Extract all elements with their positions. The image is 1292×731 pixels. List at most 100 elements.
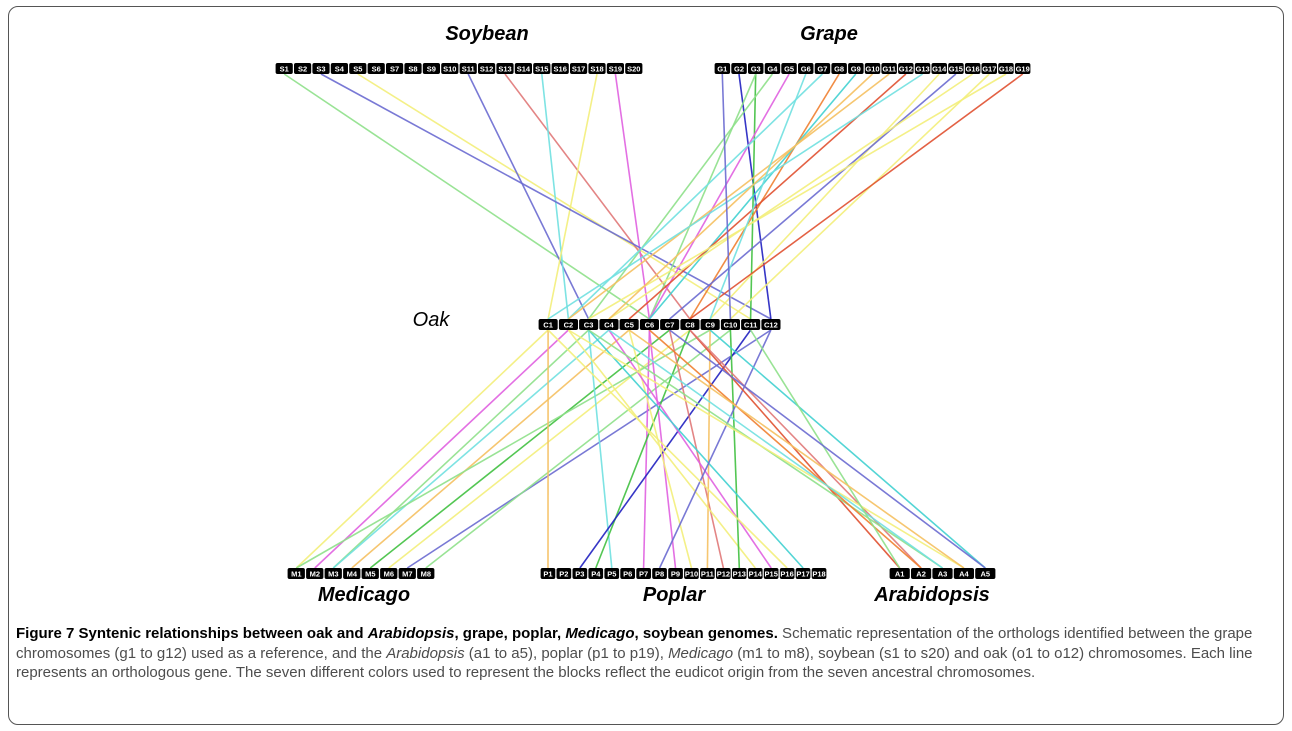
chromosome-box (572, 568, 588, 579)
chromosome-label: S6 (372, 65, 381, 74)
ortholog-link-g18-c3 (588, 73, 1007, 320)
chromosome-s18: S18 (588, 63, 606, 74)
caption-body: Schematic representation of the ortholog… (16, 625, 1253, 681)
chromosome-s3: S3 (312, 63, 330, 74)
chromosome-s2: S2 (294, 63, 312, 74)
chromosome-label: C12 (764, 321, 778, 330)
chromosome-p15: P15 (763, 568, 779, 579)
chromosome-label: G15 (949, 65, 963, 74)
ortholog-link-c4-m3 (332, 329, 610, 569)
ortholog-link-c2-p14 (567, 329, 756, 569)
chromosome-rows: S1 S2 S3 S4 S5 S6 S7 S8 S9 S10 S11 S12 S13 S14 S15 S16 S… (275, 63, 1031, 579)
caption-heading: Figure 7 Syntenic relationships between … (16, 625, 778, 642)
chromosome-label: S10 (443, 65, 456, 74)
chromosome-label: M8 (421, 570, 431, 579)
chromosome-c1: C1 (538, 319, 558, 330)
ortholog-link-c3-p5 (587, 329, 613, 569)
chromosome-label: P10 (685, 570, 698, 579)
chromosome-m2: M2 (306, 568, 324, 579)
chromosome-s12: S12 (478, 63, 496, 74)
chromosome-label: P13 (733, 570, 746, 579)
chromosome-p5: P5 (604, 568, 620, 579)
ortholog-link-s5-c11 (357, 73, 752, 320)
chromosome-p16: P16 (779, 568, 795, 579)
chromosome-p3: P3 (572, 568, 588, 579)
chromosome-box (889, 568, 910, 579)
chromosome-label: C10 (724, 321, 738, 330)
chromosome-m5: M5 (361, 568, 379, 579)
chromosome-label: S7 (390, 65, 399, 74)
chromosome-box (716, 568, 731, 579)
ortholog-link-c9-m1 (295, 329, 711, 569)
chromosome-box (361, 568, 379, 579)
chromosome-p17: P17 (795, 568, 811, 579)
chromosome-p2: P2 (556, 568, 572, 579)
chromosome-label: G17 (982, 65, 996, 74)
chromosome-label: G18 (999, 65, 1013, 74)
chromosome-label: S19 (609, 65, 622, 74)
chromosome-label: G14 (932, 65, 947, 74)
chromosome-label: M1 (291, 570, 301, 579)
chromosome-a4: A4 (953, 568, 974, 579)
chromosome-label: S20 (627, 65, 640, 74)
ortholog-link-g15-c7 (669, 73, 957, 320)
chromosome-box (881, 63, 897, 74)
chromosome-s8: S8 (404, 63, 422, 74)
chromosome-label: C7 (665, 321, 675, 330)
chromosome-box (652, 568, 667, 579)
chromosome-label: C5 (624, 321, 634, 330)
chromosome-p8: P8 (652, 568, 667, 579)
chromosome-s10: S10 (441, 63, 459, 74)
chromosome-box (831, 63, 847, 74)
chromosome-g10: G10 (864, 63, 881, 74)
chromosome-box (367, 63, 385, 74)
chromosome-s6: S6 (367, 63, 385, 74)
ortholog-link-g13-c1 (547, 73, 924, 320)
chromosome-m6: M6 (380, 568, 398, 579)
chromosome-box (814, 63, 831, 74)
chromosome-label: P17 (796, 570, 809, 579)
chromosome-label: S13 (498, 65, 511, 74)
figure-frame (8, 6, 1284, 725)
chromosome-label: C8 (685, 321, 695, 330)
chromosome-g8: G8 (831, 63, 847, 74)
chromosome-s4: S4 (330, 63, 348, 74)
chromosome-box (398, 568, 416, 579)
chromosome-label: S2 (298, 65, 307, 74)
chromosome-p10: P10 (684, 568, 699, 579)
chromosome-box (324, 568, 342, 579)
chromosome-box (731, 63, 747, 74)
chromosome-s13: S13 (496, 63, 514, 74)
chromosome-label: G13 (916, 65, 930, 74)
chromosome-c5: C5 (619, 319, 639, 330)
chromosome-box (964, 63, 981, 74)
ortholog-link-s1-c6 (283, 73, 650, 320)
chromosome-box (639, 319, 659, 330)
chromosome-label: P6 (623, 570, 632, 579)
chromosome-label: G3 (751, 65, 761, 74)
chromosome-label: P5 (607, 570, 616, 579)
chromosome-g15: G15 (948, 63, 964, 74)
chromosome-box (700, 568, 715, 579)
chromosome-s17: S17 (570, 63, 588, 74)
chromosome-box (741, 319, 761, 330)
chromosome-label: S12 (480, 65, 493, 74)
ortholog-link-s11-c3 (467, 73, 590, 320)
ortholog-link-c7-a5 (669, 329, 986, 569)
arabidopsis-title: Arabidopsis (873, 584, 990, 606)
figure-caption: Figure 7 Syntenic relationships between … (16, 624, 1278, 683)
chromosome-box (795, 568, 811, 579)
chromosome-label: S8 (408, 65, 417, 74)
chromosome-c2: C2 (558, 319, 578, 330)
chromosome-label: A5 (981, 570, 991, 579)
ortholog-link-g4-c3 (587, 73, 774, 320)
chromosome-box (570, 63, 588, 74)
ortholog-link-c6-a2 (648, 329, 922, 569)
chromosome-s1: S1 (275, 63, 293, 74)
chromosome-box (684, 568, 699, 579)
chromosome-box (514, 63, 532, 74)
chromosome-c7: C7 (660, 319, 680, 330)
chromosome-label: G6 (801, 65, 811, 74)
chromosome-c12: C12 (761, 319, 781, 330)
chromosome-label: G7 (817, 65, 827, 74)
